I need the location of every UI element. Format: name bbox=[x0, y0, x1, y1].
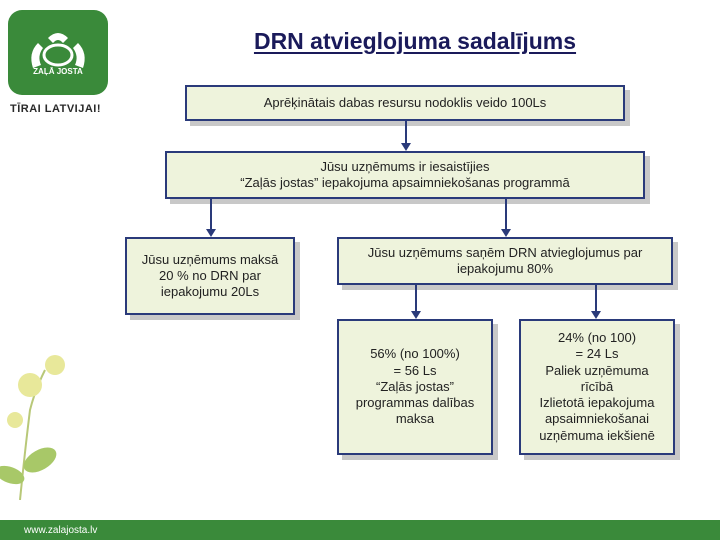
arrow-head-icon bbox=[411, 311, 421, 319]
arrow-line bbox=[505, 199, 507, 231]
arrow-line bbox=[595, 285, 597, 313]
flowchart-box-b2: Jūsu uzņēmums ir iesaistījies“Zaļās jost… bbox=[165, 151, 645, 199]
flowchart: Aprēķinātais dabas resursu nodoklis veid… bbox=[125, 85, 695, 515]
main-content: DRN atvieglojuma sadalījums Aprēķinātais… bbox=[120, 0, 710, 520]
box-text: Aprēķinātais dabas resursu nodoklis veid… bbox=[264, 95, 547, 111]
footer-website: www.zalajosta.lv bbox=[24, 525, 97, 536]
box-text: Jūsu uzņēmums saņēm DRN atvieglojumus pa… bbox=[347, 245, 663, 278]
arrow-line bbox=[210, 199, 212, 231]
flowchart-box-b5: 56% (no 100%)= 56 Ls“Zaļās jostas” progr… bbox=[337, 319, 493, 455]
box-text: Jūsu uzņēmums maksā 20 % no DRN par iepa… bbox=[135, 252, 285, 301]
arrow-head-icon bbox=[206, 229, 216, 237]
sidebar-tagline: TĪRAI LATVIJAI! bbox=[10, 103, 115, 115]
flowchart-box-b4: Jūsu uzņēmums saņēm DRN atvieglojumus pa… bbox=[337, 237, 673, 285]
box-text: 56% (no 100%)= 56 Ls“Zaļās jostas” progr… bbox=[347, 346, 483, 427]
box-text: Jūsu uzņēmums ir iesaistījies“Zaļās jost… bbox=[240, 159, 569, 192]
svg-text:ZAĻĀ JOSTA: ZAĻĀ JOSTA bbox=[33, 67, 83, 76]
box-text: 24% (no 100)= 24 LsPaliek uzņēmuma rīcīb… bbox=[529, 330, 665, 444]
logo: ZAĻĀ JOSTA bbox=[8, 10, 108, 95]
flower-decoration bbox=[0, 330, 90, 500]
sidebar: ZAĻĀ JOSTA TĪRAI LATVIJAI! bbox=[0, 0, 115, 540]
arrow-line bbox=[415, 285, 417, 313]
flowchart-box-b1: Aprēķinātais dabas resursu nodoklis veid… bbox=[185, 85, 625, 121]
arrow-line bbox=[405, 121, 407, 145]
arrow-head-icon bbox=[591, 311, 601, 319]
flowchart-box-b6: 24% (no 100)= 24 LsPaliek uzņēmuma rīcīb… bbox=[519, 319, 675, 455]
slide-title: DRN atvieglojuma sadalījums bbox=[120, 28, 710, 55]
footer: www.zalajosta.lv bbox=[0, 520, 720, 540]
flowchart-box-b3: Jūsu uzņēmums maksā 20 % no DRN par iepa… bbox=[125, 237, 295, 315]
arrow-head-icon bbox=[401, 143, 411, 151]
arrow-head-icon bbox=[501, 229, 511, 237]
